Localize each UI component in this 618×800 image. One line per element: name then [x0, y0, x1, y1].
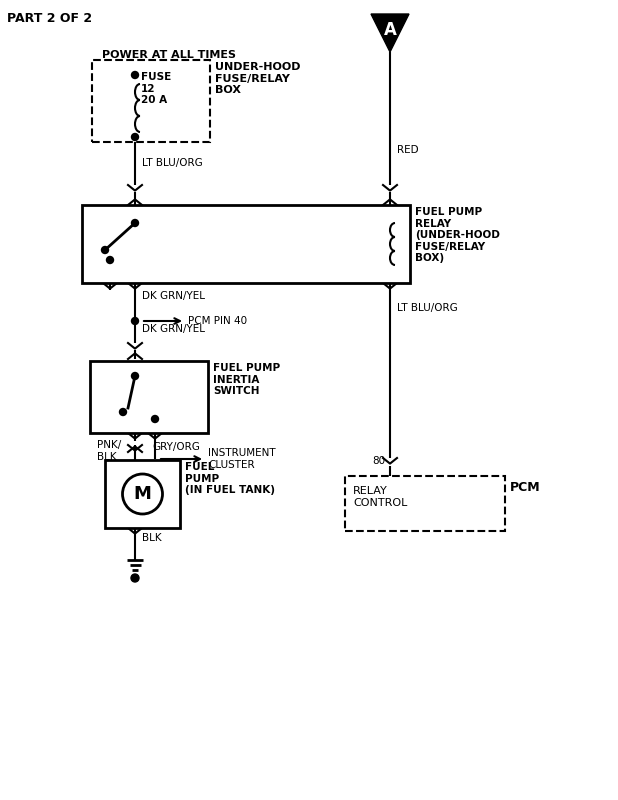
Text: PCM: PCM: [510, 481, 541, 494]
Circle shape: [131, 574, 139, 582]
Text: A: A: [384, 21, 396, 39]
Text: RED: RED: [397, 145, 418, 155]
Text: PART 2 OF 2: PART 2 OF 2: [7, 12, 92, 25]
Text: M: M: [133, 485, 151, 503]
Text: FUEL
PUMP
(IN FUEL TANK): FUEL PUMP (IN FUEL TANK): [185, 462, 275, 495]
Text: easyautodiagnostics.com: easyautodiagnostics.com: [175, 242, 325, 254]
Circle shape: [132, 318, 138, 325]
Text: DK GRN/YEL: DK GRN/YEL: [142, 291, 205, 301]
Text: RELAY
CONTROL: RELAY CONTROL: [353, 486, 407, 508]
Bar: [345, 476, 505, 531]
Bar: [92, 60, 210, 142]
Text: PCM PIN 40: PCM PIN 40: [188, 316, 247, 326]
Circle shape: [132, 134, 138, 141]
Circle shape: [132, 219, 138, 226]
Circle shape: [122, 474, 163, 514]
Circle shape: [151, 415, 158, 422]
Text: FUEL PUMP
INERTIA
SWITCH: FUEL PUMP INERTIA SWITCH: [213, 363, 280, 396]
Bar: [105, 460, 180, 528]
Text: LT BLU/ORG: LT BLU/ORG: [397, 303, 458, 313]
Text: PNK/
BLK: PNK/ BLK: [97, 440, 121, 462]
Circle shape: [119, 409, 127, 415]
Text: FUSE
12
20 A: FUSE 12 20 A: [141, 72, 171, 106]
Circle shape: [132, 373, 138, 379]
Text: 80: 80: [372, 456, 385, 466]
Text: POWER AT ALL TIMES: POWER AT ALL TIMES: [102, 50, 236, 60]
Bar: [82, 205, 410, 283]
Text: GRY/ORG: GRY/ORG: [152, 442, 200, 452]
Bar: [90, 361, 208, 433]
Circle shape: [106, 257, 114, 263]
Circle shape: [101, 246, 109, 254]
Text: DK GRN/YEL: DK GRN/YEL: [142, 324, 205, 334]
Text: LT BLU/ORG: LT BLU/ORG: [142, 158, 203, 168]
Polygon shape: [371, 14, 409, 52]
Text: BLK: BLK: [142, 533, 162, 543]
Text: UNDER-HOOD
FUSE/RELAY
BOX: UNDER-HOOD FUSE/RELAY BOX: [215, 62, 300, 95]
Circle shape: [132, 71, 138, 78]
Text: INSTRUMENT
CLUSTER: INSTRUMENT CLUSTER: [208, 448, 276, 470]
Text: FUEL PUMP
RELAY
(UNDER-HOOD
FUSE/RELAY
BOX): FUEL PUMP RELAY (UNDER-HOOD FUSE/RELAY B…: [415, 207, 500, 263]
